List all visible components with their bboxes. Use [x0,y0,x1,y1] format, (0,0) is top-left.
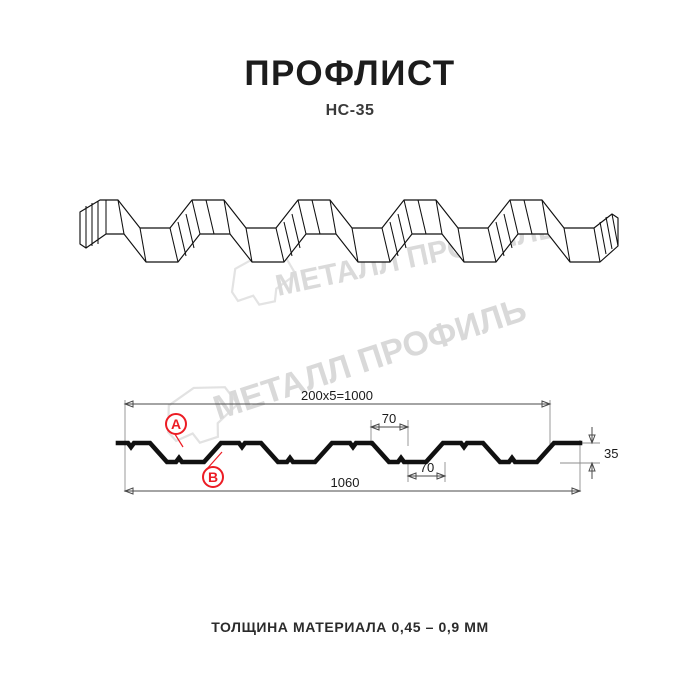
dimension-profile-height: 35 [588,427,618,479]
dimension-crest-width: 70 [369,411,410,431]
material-thickness-note: ТОЛЩИНА МАТЕРИАЛА 0,45 – 0,9 ММ [211,619,489,635]
callout-b: B [202,451,224,488]
callout-a: A [165,413,187,448]
dimension-overall-pitch: 200x5=1000 [123,388,552,408]
dimension-overall-width: 1060 [123,475,582,495]
extension-lines [124,400,600,492]
watermark-lower: МЕТАЛЛ ПРОФИЛЬ [166,291,531,444]
watermark-text-lower: МЕТАЛЛ ПРОФИЛЬ [209,291,531,428]
dimension-label-crest-width: 70 [382,411,396,426]
iso-sheet-body [79,199,619,263]
product-code-subtitle: НС-35 [325,102,375,119]
dimension-label-overall-width: 1060 [331,475,360,490]
dimension-label-overall-pitch: 200x5=1000 [301,388,373,403]
profile-section-line [115,440,583,465]
callout-a-label: A [171,416,181,432]
callout-b-label: B [208,469,218,485]
page-title: ПРОФЛИСТ [244,54,456,93]
dimension-label-profile-height: 35 [604,446,618,461]
